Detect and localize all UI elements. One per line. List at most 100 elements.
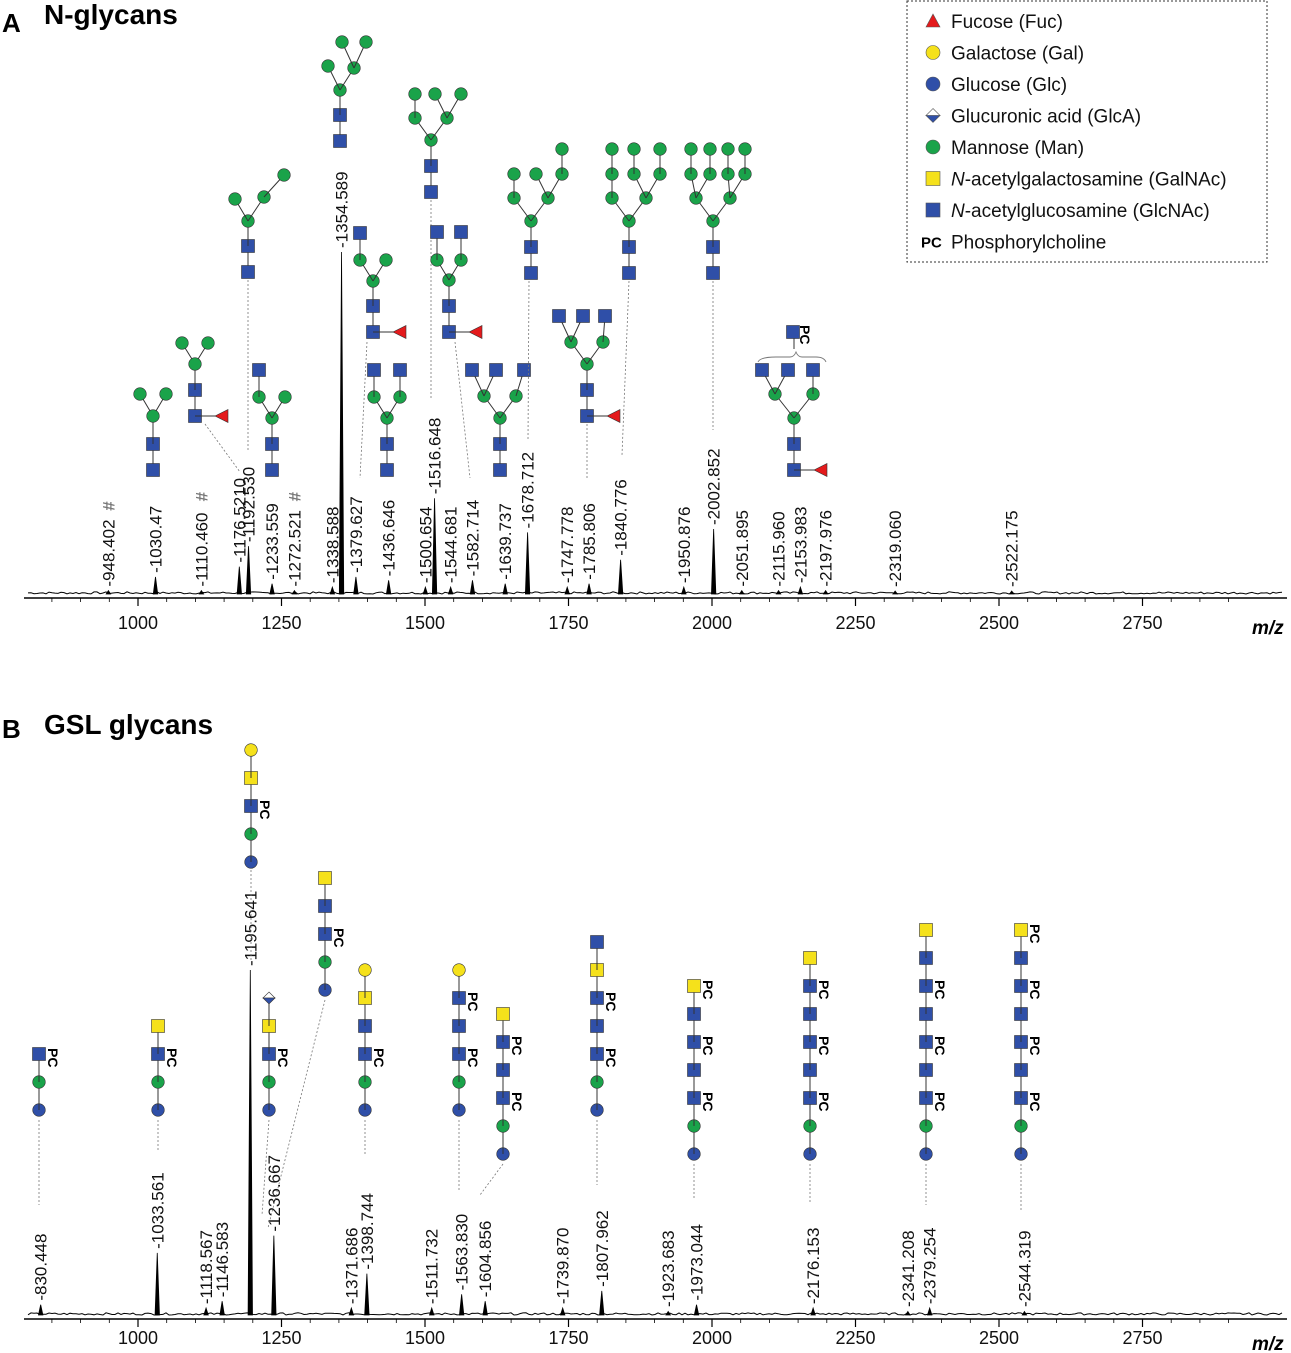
- peak-label: -2544.319: [1015, 1230, 1034, 1307]
- peak-label: -1272.521: [285, 510, 304, 587]
- peak-label: -2051.895: [733, 510, 752, 587]
- glcnac-square-icon: [353, 226, 367, 240]
- phosphorylcholine-tag: PC: [932, 1036, 948, 1055]
- phosphorylcholine-tag: PC: [797, 325, 813, 344]
- peak-label: -1146.583: [213, 1222, 232, 1297]
- glcnac-square-icon: [755, 363, 769, 377]
- mannose-circle-icon: [188, 357, 202, 371]
- panel-a-letter: A: [2, 8, 21, 38]
- galnac-square-icon: [803, 951, 817, 965]
- phosphorylcholine-tag: PC: [509, 1036, 525, 1055]
- mannose-circle-icon: [507, 167, 521, 181]
- mannose-circle-icon: [555, 142, 569, 156]
- peak-label: -1639.737: [496, 503, 515, 580]
- x-tick-label: 1750: [548, 1328, 588, 1348]
- glcnac-square-icon: [552, 309, 566, 323]
- galactose-circle-icon: [358, 963, 372, 977]
- phosphorylcholine-tag: PC: [1027, 980, 1043, 999]
- spectrum-peak: [431, 498, 438, 595]
- legend-items: Fucose (Fuc) Galactose (Gal) Glucose (Glc)…: [921, 12, 1227, 254]
- peak-label: -1118.567: [197, 1230, 216, 1304]
- panel-a-xlabel: m/z: [1252, 618, 1284, 639]
- mannose-circle-icon: [738, 142, 752, 156]
- spectrum-peak: [271, 1235, 277, 1316]
- peak-label: -1195.641: [241, 891, 260, 966]
- spectrum-peak: [329, 585, 336, 595]
- x-tick-label: 1250: [261, 613, 301, 633]
- x-tick-label: 2000: [692, 613, 732, 633]
- legend-label: Glucose (Glc): [951, 75, 1067, 96]
- glcnac-square-icon: [265, 463, 279, 477]
- phosphorylcholine-tag: PC: [45, 1048, 61, 1067]
- legend-diamond-icon: [925, 115, 941, 123]
- artifact-hash-mark: #: [285, 491, 304, 501]
- peak-label: -1973.044: [688, 1224, 707, 1301]
- mannose-circle-icon: [605, 142, 619, 156]
- x-tick-label: 2250: [835, 613, 875, 633]
- peak-label: -1398.744: [358, 1193, 377, 1270]
- spectrum-peak: [458, 1294, 465, 1316]
- spectrum-peak: [904, 1310, 911, 1316]
- spectrum-baseline: [27, 591, 1283, 595]
- peak-label: -2341.208: [899, 1230, 918, 1307]
- glycan-structures: PC PC PC PC PC PC PC PC PC PC PC PC PC PC PC PC PC PC PC PC…: [32, 35, 1043, 1229]
- spectrum-peak: [926, 1306, 933, 1316]
- spectrum-peak: [502, 583, 508, 595]
- spectrum-peak: [586, 583, 592, 595]
- peak-label: -1354.589: [333, 171, 352, 248]
- glcnac-square-icon: [806, 363, 820, 377]
- legend-frame: [906, 0, 1268, 263]
- glcnac-square-icon: [622, 266, 636, 280]
- phosphorylcholine-tag: PC: [932, 980, 948, 999]
- galnac-square-icon: [687, 979, 701, 993]
- panel-a-spectrum: 1000 1250 1500 1750 2000 2250 2500 2750 -948.402…: [24, 171, 1287, 633]
- peak-label: -830.448: [32, 1234, 51, 1301]
- glcnac-square-icon: [524, 266, 538, 280]
- spectrum-peak: [1021, 1310, 1028, 1316]
- legend-square-icon: [925, 171, 941, 186]
- galnac-square-icon: [151, 1019, 165, 1033]
- peak-label: -1436.646: [380, 500, 399, 577]
- x-tick-label: 2750: [1122, 1328, 1162, 1348]
- spectrum-peak: [469, 580, 476, 595]
- peak-label: -1807.962: [593, 1210, 612, 1287]
- glcnac-square-icon: [786, 325, 800, 339]
- peak-label: -2379.254: [921, 1228, 940, 1305]
- phosphorylcholine-tag: PC: [700, 1036, 716, 1055]
- mannose-circle-icon: [201, 336, 215, 350]
- legend-label: Galactose (Gal): [951, 44, 1084, 65]
- mannose-circle-icon: [529, 167, 543, 181]
- annotation-leader-line: [454, 341, 471, 479]
- peak-label: -1192.530: [240, 467, 259, 542]
- x-tick-label: 1500: [405, 613, 445, 633]
- spectrum-peak: [665, 1310, 672, 1316]
- glcnac-square-icon: [598, 309, 612, 323]
- legend-square-icon: [925, 202, 941, 218]
- glcA-diamond-icon: [262, 997, 276, 1005]
- legend-label: Phosphorylcholine: [951, 233, 1106, 254]
- spectrum-peak: [219, 1301, 225, 1316]
- spectrum-peak: [236, 566, 242, 595]
- mannose-circle-icon: [721, 142, 735, 156]
- mannose-circle-icon: [408, 87, 422, 101]
- peak-label: -1785.806: [580, 503, 599, 580]
- peak-label: -2319.060: [886, 510, 905, 587]
- annotation-leader-line: [527, 280, 530, 441]
- peak-label: -1338.588: [323, 507, 342, 584]
- peak-label: -1678.712: [519, 452, 538, 529]
- peak-label: -1110.460: [192, 513, 211, 587]
- peak-label: -948.402: [99, 519, 118, 586]
- panel-b-xlabel: m/z: [1252, 1334, 1284, 1353]
- annotation-leader-line: [267, 999, 326, 1229]
- peak-label: -1739.870: [554, 1228, 573, 1305]
- phosphorylcholine-tag: PC: [331, 928, 347, 947]
- glcnac-square-icon: [333, 134, 347, 148]
- x-tick-label: 2250: [835, 1328, 875, 1348]
- legend-label: N-acetylglucosamine (GlcNAc): [951, 201, 1210, 222]
- legend-label: N-acetylgalactosamine (GalNAc): [951, 170, 1227, 191]
- phosphorylcholine-tag: PC: [816, 980, 832, 999]
- glcnac-square-icon: [590, 935, 604, 949]
- phosphorylcholine-tag: PC: [1027, 924, 1043, 943]
- spectrum-baseline: [27, 1312, 1283, 1316]
